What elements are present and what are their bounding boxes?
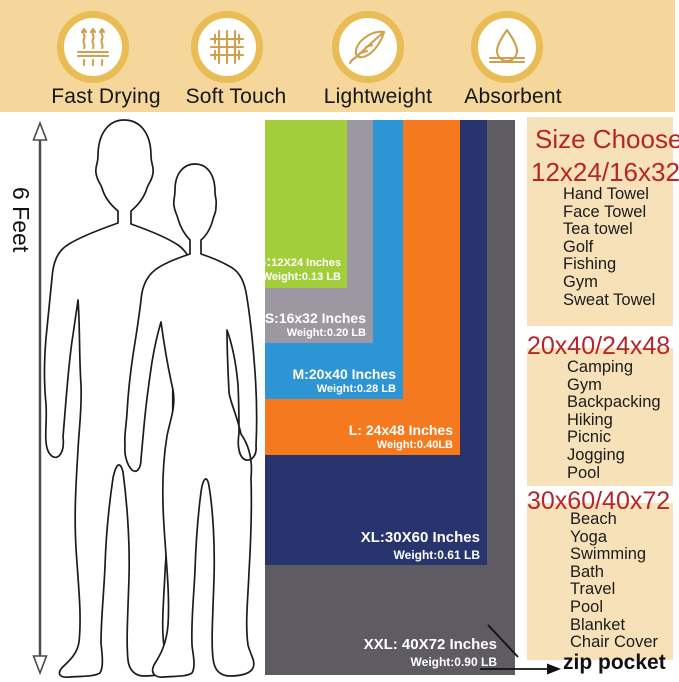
size-guide-panel-small bbox=[527, 117, 673, 326]
list-item: Bath bbox=[570, 562, 604, 581]
list-item: Picnic bbox=[567, 428, 612, 447]
fabric-weave-icon bbox=[209, 29, 245, 65]
towel-xxl-size: XXL: 40X72 Inches bbox=[363, 636, 497, 654]
list-item: Hand Towel bbox=[563, 185, 649, 203]
feature-label-lightweight: Lightweight bbox=[323, 85, 433, 108]
size-guide-panel-large bbox=[527, 503, 673, 660]
size-guide-heading-2: 20x40/24x48 bbox=[527, 332, 671, 360]
size-guide-heading-3: 30x60/40x72 bbox=[527, 487, 671, 515]
towel-xxl-weight: Weight:0.90 LB bbox=[410, 655, 497, 669]
list-item: Yoga bbox=[570, 527, 608, 546]
list-item: Jogging bbox=[567, 445, 625, 464]
list-item: Golf bbox=[563, 237, 594, 256]
towel-xs-weight: Weight:0.13 LB bbox=[261, 271, 341, 284]
towel-s-weight: Weight:0.20 LB bbox=[286, 327, 366, 340]
towel-s-size: S:16x32 Inches bbox=[264, 309, 366, 326]
list-item: Hiking bbox=[567, 410, 613, 429]
list-item: Pool bbox=[567, 463, 601, 482]
towel-l-weight: Weight:0.40LB bbox=[376, 439, 453, 452]
towel-xl-size: XL:30X60 Inches bbox=[360, 529, 480, 547]
list-item: Face Towel bbox=[563, 202, 647, 221]
feature-band: Fast Drying Soft Touch Lightweight Absor… bbox=[0, 0, 675, 112]
size-guide-title: Size Choose bbox=[535, 124, 679, 154]
list-item: Camping bbox=[567, 358, 634, 376]
size-guide-list-3: Beach Yoga Swimming Bath Travel Pool Bla… bbox=[570, 510, 659, 652]
list-item: Travel bbox=[570, 580, 616, 599]
towel-xs-size: 12X24 Inches bbox=[271, 256, 341, 269]
height-ruler: 6 Feet bbox=[8, 120, 48, 676]
size-guide-list-1: Hand Towel Face Towel Tea towel Golf Fis… bbox=[563, 185, 656, 309]
towel-m-size: M:20x40 Inches bbox=[292, 365, 397, 382]
fast-drying-badge bbox=[57, 11, 129, 83]
list-item: Swimming bbox=[570, 545, 647, 564]
list-item: Tea towel bbox=[563, 220, 633, 239]
size-guide-list-2: Camping Gym Backpacking Hiking Picnic Jo… bbox=[567, 358, 661, 482]
list-item: Backpacking bbox=[567, 393, 661, 412]
towel-xl-weight: Weight:0.61 LB bbox=[393, 548, 480, 562]
list-item: Chair Cover bbox=[570, 633, 659, 652]
zip-pocket-label: zip pocket bbox=[563, 651, 666, 674]
steam-icon bbox=[76, 27, 110, 67]
towel-xs-size-prefix: XS: bbox=[246, 252, 272, 270]
male-figure-outline bbox=[43, 119, 205, 679]
size-guide-heading-1: 12x24/16x32 bbox=[531, 157, 679, 187]
list-item: Pool bbox=[570, 597, 604, 616]
feature-label-absorbent: Absorbent bbox=[464, 85, 562, 108]
list-item: Blanket bbox=[570, 615, 626, 634]
feather-icon bbox=[348, 30, 386, 65]
list-item: Fishing bbox=[563, 255, 617, 274]
absorbent-badge bbox=[471, 11, 543, 83]
feature-label-fast-drying: Fast Drying bbox=[51, 85, 161, 108]
towel-l-size: L: 24x48 Inches bbox=[348, 421, 453, 438]
size-guide-panel-medium bbox=[527, 348, 673, 486]
female-figure-outline bbox=[123, 163, 258, 678]
list-item: Gym bbox=[563, 272, 598, 291]
feature-label-soft-touch: Soft Touch bbox=[185, 85, 287, 108]
towel-m-weight: Weight:0.28 LB bbox=[316, 383, 396, 396]
water-drop-icon bbox=[488, 28, 526, 64]
lightweight-badge bbox=[332, 11, 404, 83]
list-item: Gym bbox=[567, 375, 602, 394]
soft-touch-badge bbox=[191, 11, 263, 83]
list-item: Beach bbox=[570, 510, 617, 528]
ruler-label: 6 Feet bbox=[8, 187, 34, 253]
towel-xs: XS:12X24 Inches Weight:0.13 LB bbox=[246, 120, 347, 288]
list-item: Sweat Towel bbox=[563, 290, 656, 309]
